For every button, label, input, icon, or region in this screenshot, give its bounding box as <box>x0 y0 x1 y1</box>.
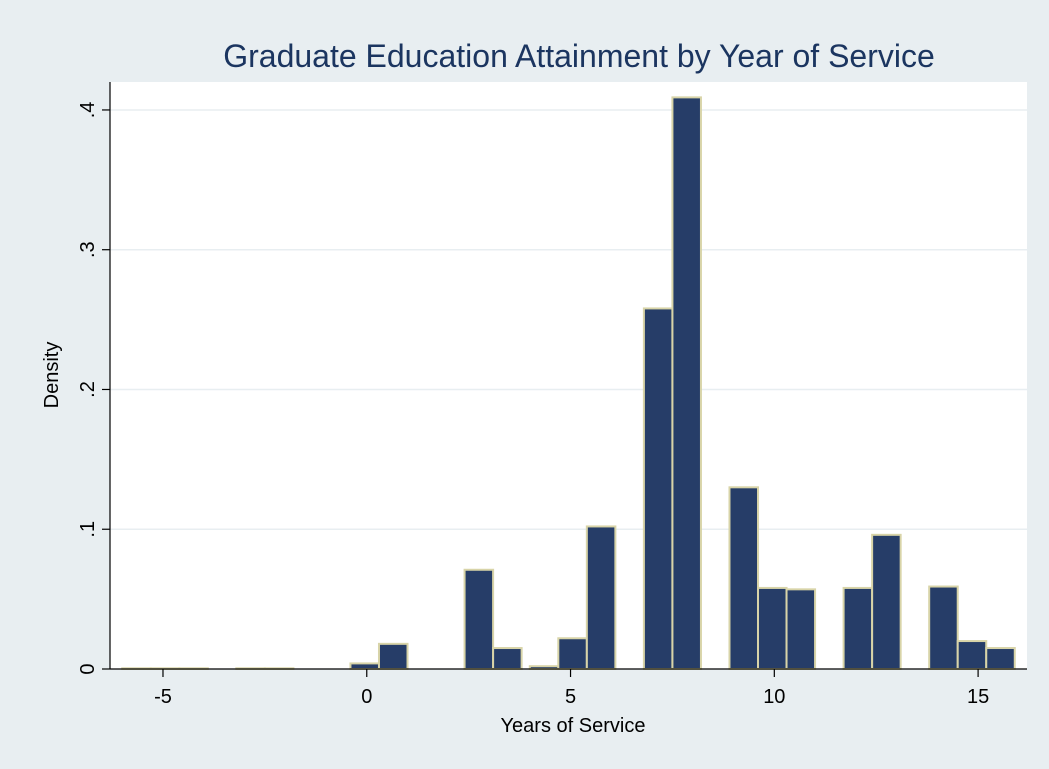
histogram-bar <box>956 640 988 670</box>
histogram-bar <box>349 662 380 671</box>
histogram-bar <box>728 486 760 670</box>
histogram-bar <box>871 533 902 670</box>
y-tick-label: 0 <box>77 663 99 674</box>
histogram-bar <box>757 586 788 671</box>
histogram-bar <box>785 588 817 670</box>
x-tick-label: 5 <box>565 686 576 708</box>
histogram-bar <box>985 647 1016 670</box>
chart-title: Graduate Education Attainment by Year of… <box>223 38 935 74</box>
gridlines <box>110 109 1027 530</box>
histogram-bar <box>585 525 617 671</box>
histogram-bar <box>842 586 874 671</box>
x-tick-label: -5 <box>154 686 172 708</box>
y-axis-title: Density <box>41 342 63 409</box>
histogram-bar <box>492 647 523 670</box>
x-tick-label: 0 <box>361 686 372 708</box>
histogram-bar <box>557 637 588 670</box>
y-tick-label: .2 <box>77 381 99 398</box>
x-tick-label: 15 <box>967 686 989 708</box>
y-tick-label: .3 <box>77 241 99 258</box>
histogram-bar <box>642 307 674 670</box>
bars <box>121 96 1016 671</box>
x-axis-title: Years of Service <box>501 715 646 737</box>
histogram-bar <box>463 568 495 670</box>
axes: -5 0 5 10 15 0 .1 .2 .3 .4 <box>77 82 1027 708</box>
histogram-bar <box>928 585 959 670</box>
y-tick-label: .4 <box>77 102 99 119</box>
histogram-bar <box>377 642 409 670</box>
y-tick-label: .1 <box>77 521 99 538</box>
histogram-bar <box>671 96 702 671</box>
x-tick-label: 10 <box>763 686 785 708</box>
